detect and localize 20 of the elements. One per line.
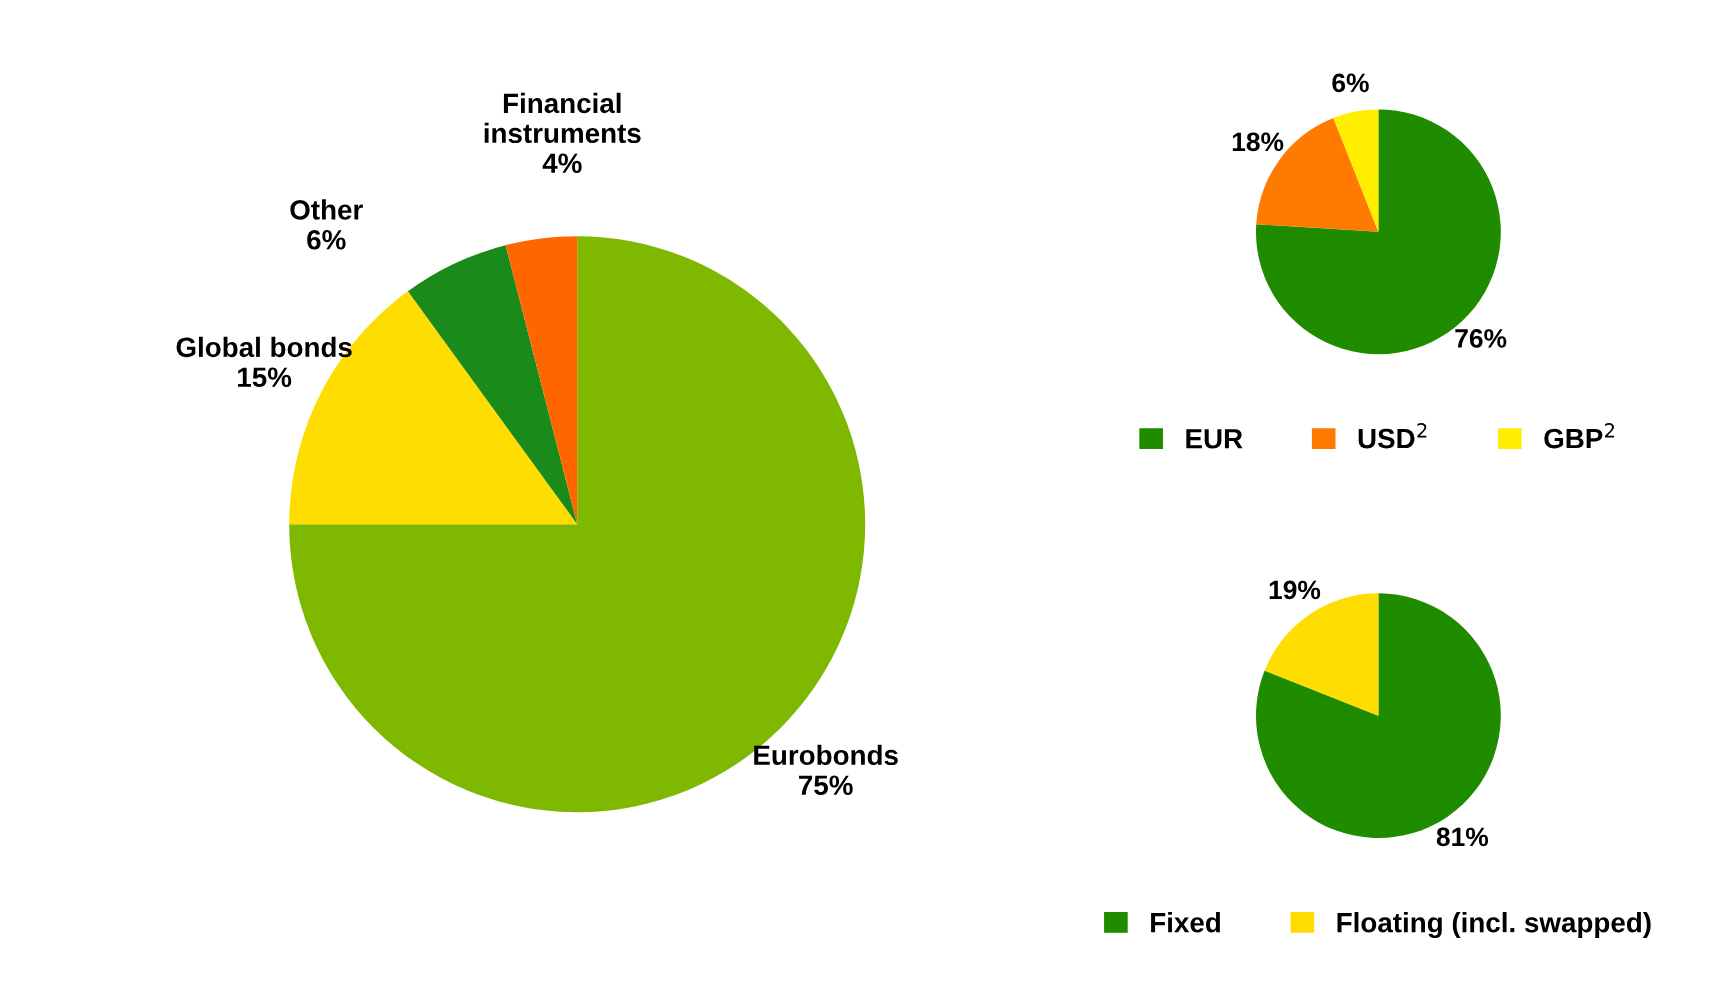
data-label: 6% — [1332, 73, 1369, 93]
data-label: 81% — [1436, 827, 1489, 847]
slice-label: Global bonds — [176, 336, 352, 358]
pie-slice — [1333, 109, 1379, 232]
slice-label: Other — [290, 199, 363, 220]
legend-label: Fixed — [1151, 912, 1220, 933]
slice-label: Eurobonds — [754, 744, 898, 766]
data-label: 76% — [1455, 329, 1507, 348]
data-label: 15% — [238, 367, 292, 388]
slice-label: Financial instruments — [484, 92, 641, 144]
legend-label: GBP$^{2}$ — [1544, 423, 1615, 449]
legend-label: Floating (incl. swapped) — [1337, 912, 1651, 939]
pie-slice — [407, 245, 578, 525]
data-label: 18% — [1232, 132, 1284, 152]
data-label: 75% — [799, 775, 853, 796]
data-label: 4% — [542, 153, 582, 173]
legend-label: USD$^{2}$ — [1358, 423, 1427, 449]
data-label: 19% — [1269, 580, 1321, 600]
legend-label: EUR — [1186, 429, 1243, 449]
data-label: 6% — [307, 229, 346, 250]
